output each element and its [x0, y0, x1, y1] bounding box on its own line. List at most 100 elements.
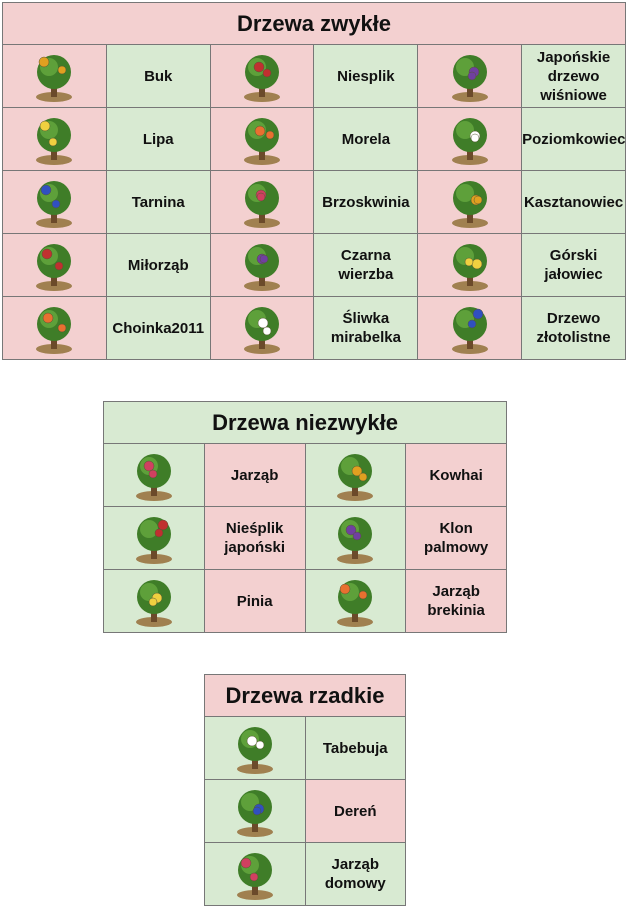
image-cell — [2, 170, 107, 234]
fruit — [467, 319, 476, 329]
fruit — [157, 519, 169, 531]
image-cell — [103, 443, 205, 507]
tree-row: Jarząb domowy — [204, 842, 406, 906]
tree-name: Morela — [313, 107, 419, 171]
tree-row: Jarząb Kowhai — [103, 443, 507, 507]
tree-icon — [451, 244, 488, 291]
tree-icon — [36, 244, 73, 291]
fruit — [246, 735, 257, 747]
fruit — [353, 531, 362, 541]
tree-icon — [451, 307, 488, 354]
tree-icon — [135, 454, 172, 501]
tree-icon — [36, 118, 73, 165]
fruit — [346, 524, 357, 536]
tree-icon — [135, 580, 172, 627]
image-cell — [103, 506, 205, 570]
fruit — [470, 133, 479, 143]
tree-table: Drzewa zwykłe Buk Niesplik Japońskie drzewo… — [2, 2, 626, 360]
tree-icon — [36, 307, 73, 354]
tree-icon — [244, 118, 281, 165]
tree-icon — [451, 181, 488, 228]
tree-row: Miłorząb Czarna wierzba Górski jałowiec — [2, 233, 626, 297]
image-cell — [209, 296, 315, 360]
image-cell — [209, 107, 315, 171]
fruit — [257, 317, 269, 329]
fruit — [340, 583, 351, 595]
tree-name: Choinka2011 — [105, 296, 211, 360]
tree-name: Japońskie drzewo wiśniowe — [521, 44, 626, 108]
fruit — [148, 597, 158, 607]
image-cell — [2, 233, 107, 297]
image-cell — [204, 842, 306, 906]
tree-table: Drzewa niezwykłe Jarząb Kowhai Nieśplik jap… — [103, 401, 507, 633]
image-cell — [304, 569, 407, 633]
crown-light — [139, 520, 158, 538]
image-cell — [417, 233, 523, 297]
tree-row: Choinka2011 Śliwka mirabelka Drzewo złotol… — [2, 296, 626, 360]
tree-name: Jarząb — [203, 443, 306, 507]
fruit — [154, 528, 164, 538]
tree-name: Czarna wierzba — [313, 233, 419, 297]
fruit — [262, 68, 272, 78]
tree-row: Dereń — [204, 779, 406, 843]
fruit — [265, 130, 275, 140]
tree-icon — [236, 853, 273, 900]
header-row: Drzewa zwykłe — [2, 2, 626, 45]
tree-name: Dereń — [304, 779, 406, 843]
fruit — [55, 261, 64, 271]
fruit — [259, 254, 269, 264]
fruit — [252, 806, 261, 816]
tree-name: Tarnina — [105, 170, 211, 234]
tree-table: Drzewa rzadkie Tabebuja Dereń Jarząb domowy — [204, 674, 406, 906]
tree-name: Poziomkowiec — [521, 107, 626, 171]
image-cell — [204, 716, 306, 780]
fruit — [143, 460, 155, 472]
fruit — [464, 257, 473, 267]
image-cell — [417, 107, 523, 171]
tree-name: Kasztanowiec — [521, 170, 626, 234]
fruit — [359, 472, 368, 482]
fruit — [49, 137, 58, 147]
tree-row: Lipa Morela Poziomkowiec — [2, 107, 626, 171]
tree-icon — [244, 181, 281, 228]
tree-icon — [451, 118, 488, 165]
tree-icon — [135, 517, 172, 564]
tree-name: Jarząb brekinia — [405, 569, 507, 633]
fruit — [41, 184, 52, 196]
fruit — [255, 740, 264, 750]
tree-name: Lipa — [105, 107, 211, 171]
fruit — [473, 195, 482, 205]
tree-name: Miłorząb — [105, 233, 211, 297]
image-cell — [304, 443, 407, 507]
image-cell — [417, 170, 523, 234]
tree-name: Pinia — [203, 569, 306, 633]
tree-icon — [244, 55, 281, 102]
tree-name: Drzewo złotolistne — [521, 296, 626, 360]
tree-row: Pinia Jarząb brekinia — [103, 569, 507, 633]
fruit — [39, 56, 50, 68]
tree-name: Tabebuja — [304, 716, 406, 780]
tree-icon — [337, 454, 374, 501]
fruit — [43, 312, 54, 324]
image-cell — [2, 107, 107, 171]
tree-name: Klon palmowy — [405, 506, 507, 570]
tree-icon — [337, 580, 374, 627]
fruit — [249, 872, 258, 882]
tree-name: Buk — [105, 44, 211, 108]
tree-name: Jarząb domowy — [304, 842, 406, 906]
tree-icon — [36, 55, 73, 102]
tree-icon — [244, 307, 281, 354]
image-cell — [304, 506, 407, 570]
fruit — [253, 61, 265, 73]
image-cell — [2, 44, 107, 108]
fruit — [352, 465, 363, 477]
tree-name: Górski jałowiec — [521, 233, 626, 297]
fruit — [52, 199, 61, 209]
tree-name: Kowhai — [405, 443, 507, 507]
fruit — [254, 125, 266, 137]
fruit — [148, 469, 158, 479]
fruit — [472, 308, 483, 320]
fruit — [471, 258, 482, 270]
tree-icon — [236, 727, 273, 774]
